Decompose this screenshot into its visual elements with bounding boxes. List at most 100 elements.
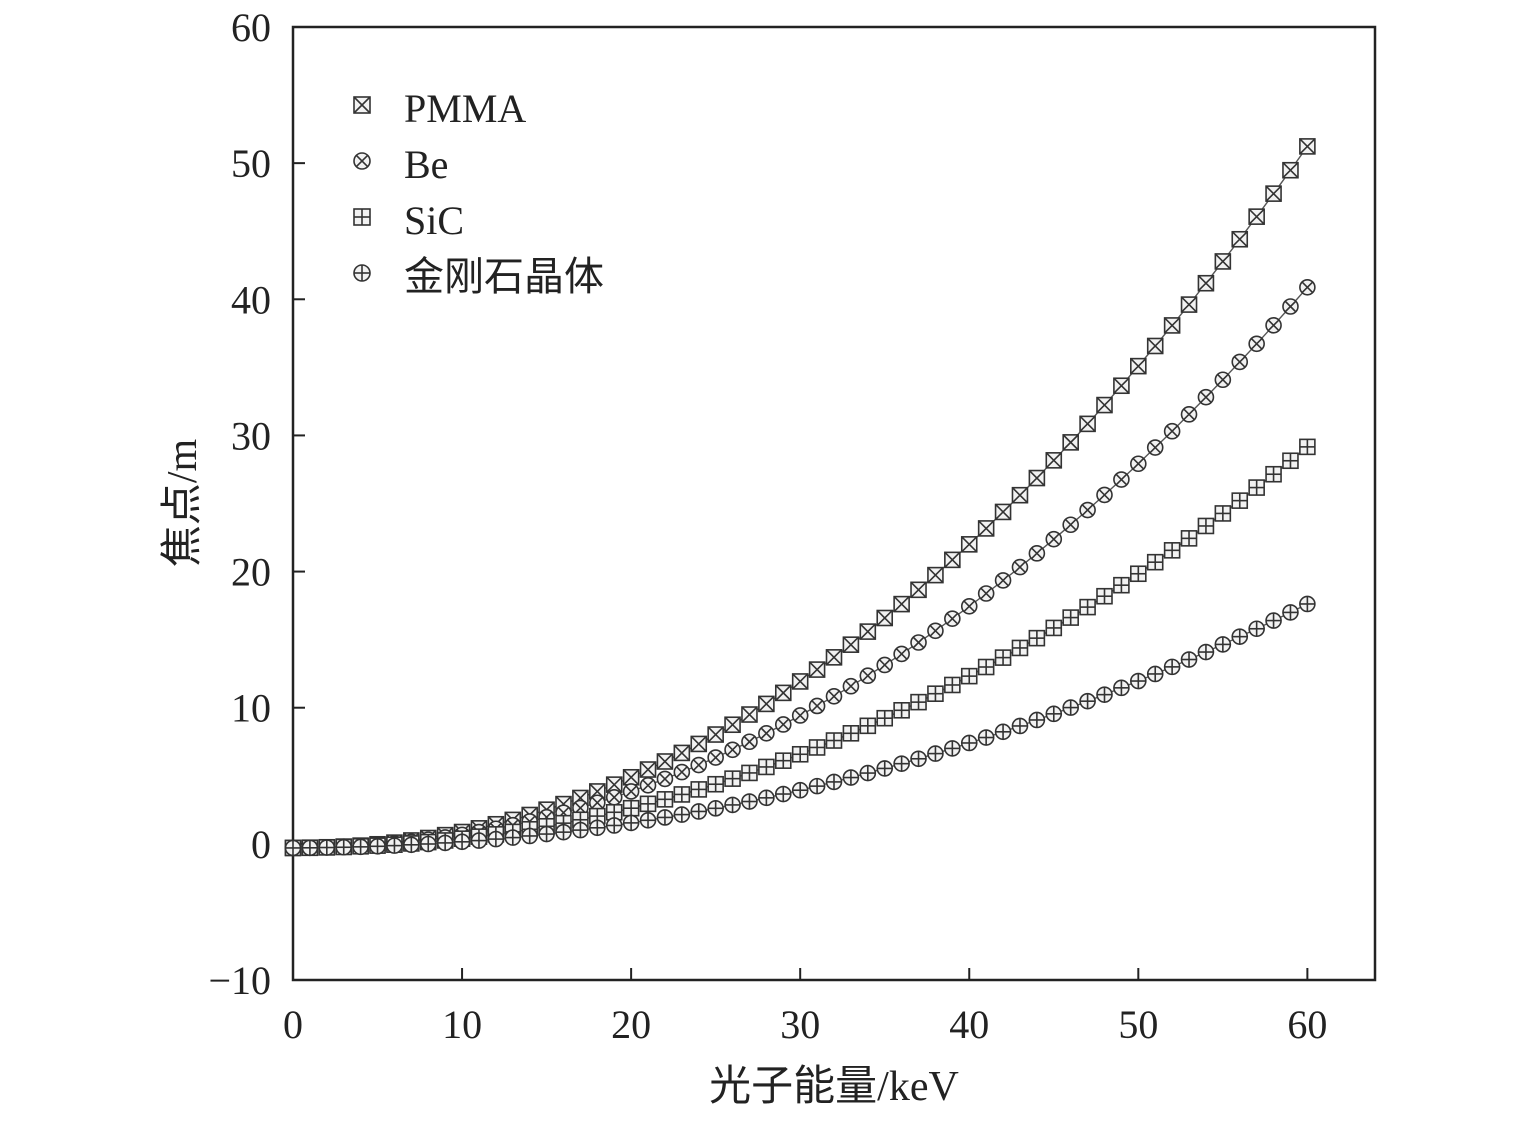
data-point: [1130, 565, 1147, 583]
data-point: [1248, 208, 1265, 225]
legend-marker: [353, 264, 371, 282]
data-point: [436, 834, 454, 852]
data-point: [1265, 185, 1282, 202]
data-point: [758, 758, 775, 776]
data-point: [403, 836, 420, 854]
x-axis-title: 光子能量/keV: [709, 1064, 959, 1110]
data-point: [791, 745, 809, 763]
data-point: [977, 520, 995, 537]
data-point: [690, 781, 708, 798]
data-point: [1214, 371, 1232, 389]
data-point: [1146, 337, 1164, 355]
data-point: [386, 837, 403, 854]
y-tick-label: 20: [231, 550, 271, 595]
data-point: [808, 661, 826, 678]
data-point: [470, 832, 488, 849]
data-point: [859, 717, 877, 735]
y-tick-label: 50: [231, 141, 271, 186]
data-point: [977, 658, 995, 676]
data-point: [1045, 452, 1063, 469]
data-point: [1214, 253, 1232, 270]
data-point: [1062, 609, 1079, 626]
data-point: [1180, 530, 1198, 547]
data-point: [1231, 230, 1249, 248]
y-tick-label: −10: [208, 958, 271, 1003]
data-point: [774, 752, 792, 769]
data-point: [1214, 505, 1232, 522]
data-point: [808, 697, 826, 715]
data-point: [944, 551, 961, 569]
data-point: [960, 734, 978, 752]
data-point: [910, 634, 927, 651]
data-point: [673, 806, 691, 823]
data-point: [842, 725, 860, 742]
data-point: [1197, 643, 1215, 661]
data-point: [656, 770, 674, 788]
data-point: [1248, 335, 1265, 353]
data-point: [1180, 296, 1198, 313]
data-point: [1299, 138, 1316, 155]
data-point: [707, 800, 724, 817]
data-point: [690, 803, 708, 820]
data-point: [741, 733, 758, 751]
data-point: [1096, 396, 1113, 414]
data-point: [639, 795, 657, 813]
y-tick-label: 40: [231, 277, 271, 322]
data-point: [1045, 530, 1063, 548]
data-point: [960, 597, 978, 615]
data-point: [605, 788, 623, 806]
data-point: [707, 775, 724, 793]
data-point: [1265, 612, 1282, 629]
data-point: [876, 609, 894, 627]
data-point: [605, 803, 623, 821]
data-point: [876, 656, 894, 674]
data-point: [994, 649, 1012, 666]
data-point: [1299, 438, 1316, 456]
data-point: [1146, 553, 1164, 571]
data-point: [944, 740, 961, 757]
data-point: [1011, 558, 1029, 576]
data-point: [1248, 620, 1265, 638]
legend-marker: [353, 152, 371, 170]
data-point: [1028, 545, 1046, 562]
data-point: [622, 799, 640, 817]
data-point: [1028, 629, 1046, 647]
data-point: [1282, 604, 1299, 621]
data-point: [656, 753, 674, 770]
data-point: [1163, 542, 1181, 559]
data-point: [487, 830, 505, 848]
data-point: [639, 777, 657, 794]
legend: PMMA Be SiC 金刚石晶体: [353, 86, 604, 299]
data-point: [673, 744, 691, 762]
data-point: [808, 777, 826, 795]
data-point: [1079, 415, 1096, 433]
data-point: [825, 732, 843, 749]
data-point: [808, 739, 826, 756]
data-point: [1231, 492, 1249, 509]
data-point: [825, 687, 843, 705]
data-point: [994, 572, 1012, 589]
data-point: [1045, 619, 1063, 637]
data-point: [960, 536, 978, 553]
data-point: [1231, 353, 1249, 371]
data-point: [1146, 439, 1164, 456]
data-point: [1079, 692, 1096, 710]
data-point: [724, 741, 741, 759]
data-point: [791, 673, 809, 690]
data-point: [758, 725, 775, 742]
x-tick-label: 10: [442, 1002, 482, 1047]
x-tick-label: 20: [611, 1002, 651, 1047]
data-point: [927, 685, 944, 702]
data-point: [622, 783, 640, 800]
axes-layer: 0 10 20 30 40 50 60 −10 0 10 20 30 40 50 60: [208, 5, 1327, 1047]
y-tick-label: 0: [251, 822, 271, 867]
data-point: [774, 684, 792, 702]
data-point: [1248, 479, 1265, 496]
data-point: [1265, 316, 1282, 334]
data-point: [960, 667, 978, 685]
data-point: [673, 786, 691, 803]
series-circle-plus: [284, 595, 1316, 857]
data-point: [741, 764, 758, 782]
data-point: [1163, 422, 1181, 440]
